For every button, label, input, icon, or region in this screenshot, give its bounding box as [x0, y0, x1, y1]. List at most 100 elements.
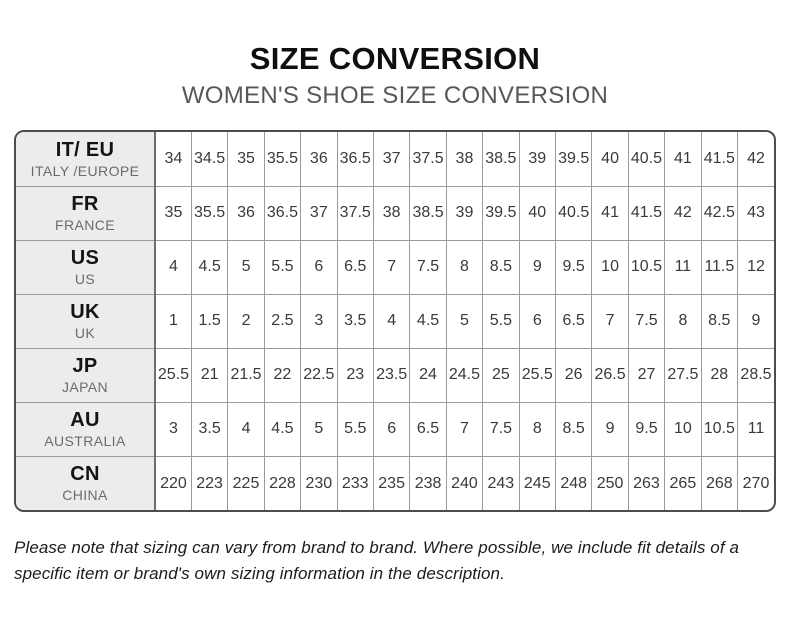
row-region-label: US [74, 271, 96, 288]
size-cell: 21.5 [227, 348, 265, 403]
size-cell: 36.5 [337, 132, 374, 187]
size-cell: 6.5 [409, 402, 447, 457]
size-cell: 10.5 [628, 240, 666, 295]
row-code-label: FR [71, 193, 99, 216]
size-cell: 8.5 [482, 240, 520, 295]
size-cell: 22 [264, 348, 302, 403]
page-title: SIZE CONVERSION [249, 41, 541, 76]
row-code-label: JP [72, 355, 98, 378]
size-cell: 42 [737, 132, 774, 187]
size-cell: 4.5 [191, 240, 229, 295]
row-code-label: UK [70, 301, 100, 324]
size-cell: 35 [155, 186, 192, 241]
row-region-label: AUSTRALIA [44, 433, 126, 450]
size-cell: 12 [737, 240, 774, 295]
size-cell: 35 [227, 132, 265, 187]
size-cell: 7 [591, 294, 629, 349]
row-region-label: FRANCE [55, 217, 115, 234]
size-cell: 24 [409, 348, 447, 403]
table-row: IT/ EU ITALY /EUROPE 34 34.5 35 35.5 36 36.5 37 3… [16, 132, 774, 187]
size-cell: 38.5 [482, 132, 520, 187]
size-conversion-table: IT/ EU ITALY /EUROPE 34 34.5 35 35.5 36 36.5 37 3… [16, 132, 774, 511]
size-cell: 34 [155, 132, 192, 187]
size-cell: 28 [701, 348, 739, 403]
size-cell: 39.5 [555, 132, 593, 187]
size-cell: 35.5 [264, 132, 302, 187]
size-cell: 3.5 [337, 294, 374, 349]
row-code-label: AU [70, 409, 100, 432]
size-cell: 41 [664, 132, 702, 187]
size-cell: 39 [519, 132, 556, 187]
size-cell: 268 [701, 456, 739, 511]
row-header-jp: JP JAPAN [16, 348, 156, 403]
page-header: SIZE CONVERSION WOMEN'S SHOE SIZE CONVER… [0, 0, 790, 109]
size-cell: 7.5 [482, 402, 520, 457]
table-row: UK UK 1 1.5 2 2.5 3 3.5 4 4.5 5 5.5 6 6.5 7 7.5 8 8.5 9 [16, 294, 774, 349]
size-cell: 27.5 [664, 348, 702, 403]
size-cell: 3 [300, 294, 338, 349]
size-cell: 243 [482, 456, 520, 511]
size-cell: 5 [446, 294, 484, 349]
size-cell: 37 [373, 132, 411, 187]
size-cell: 38 [446, 132, 484, 187]
table-row: US US 4 4.5 5 5.5 6 6.5 7 7.5 8 8.5 9 9.5 10 10.5 11 11.5… [16, 240, 774, 295]
size-cell: 9.5 [555, 240, 593, 295]
size-cell: 270 [742, 474, 770, 492]
size-cell: 42 [664, 186, 702, 241]
size-cell: 37 [300, 186, 338, 241]
size-cell: 3 [155, 402, 192, 457]
size-cell: 220 [155, 456, 192, 511]
size-cell: 40.5 [555, 186, 593, 241]
size-cell: 5 [227, 240, 265, 295]
size-cell: 5.5 [337, 402, 374, 457]
size-cell: 4.5 [409, 294, 447, 349]
size-cell: 8.5 [555, 402, 593, 457]
row-header-it-eu: IT/ EU ITALY /EUROPE [16, 132, 156, 187]
size-cell: 25 [482, 348, 520, 403]
size-cell: 250 [591, 456, 629, 511]
size-cell: 37.5 [337, 186, 374, 241]
size-cell: 8 [664, 294, 702, 349]
size-cell: 10 [664, 402, 702, 457]
size-cell: 24.5 [446, 348, 484, 403]
size-cell: 39.5 [482, 186, 520, 241]
size-cell: 8.5 [701, 294, 739, 349]
size-cell: 38 [373, 186, 411, 241]
size-cell: 245 [519, 456, 556, 511]
size-cell: 41.5 [628, 186, 666, 241]
size-cell: 40 [519, 186, 556, 241]
size-cell: 11 [737, 402, 774, 457]
row-header-us: US US [16, 240, 156, 295]
size-cell: 223 [191, 456, 229, 511]
size-cell: 2 [227, 294, 265, 349]
table-row: JP JAPAN 25.5 21 21.5 22 22.5 23 23.5 24 24.5 25 25.… [16, 348, 774, 403]
size-cell: 7 [373, 240, 411, 295]
size-cell: 2.5 [264, 294, 302, 349]
size-cell: 265 [664, 456, 702, 511]
size-cell: 40.5 [628, 132, 666, 187]
size-cell: 10 [591, 240, 629, 295]
size-cell: 25.5 [155, 348, 192, 403]
size-cell: 6.5 [337, 240, 374, 295]
size-cell: 21 [191, 348, 229, 403]
row-header-cn: CN CHINA [16, 456, 156, 511]
size-cell: 28.5 [737, 348, 774, 403]
size-cell: 263 [628, 456, 666, 511]
size-cell: 1 [155, 294, 192, 349]
size-cell: 11 [664, 240, 702, 295]
size-cell: 41 [591, 186, 629, 241]
sizing-disclaimer: Please note that sizing can vary from br… [14, 538, 740, 583]
size-cell: 34.5 [191, 132, 229, 187]
row-region-label: UK [74, 325, 96, 342]
size-cell: 26.5 [591, 348, 629, 403]
size-cell: 5.5 [482, 294, 520, 349]
row-region-label: ITALY /EUROPE [30, 162, 140, 179]
size-cell: 37.5 [409, 132, 447, 187]
size-cell: 10.5 [701, 402, 739, 457]
size-cell: 228 [264, 456, 302, 511]
size-cell: 5 [300, 402, 338, 457]
size-cell: 9 [737, 294, 774, 349]
size-cell: 4 [373, 294, 411, 349]
size-cell: 8 [446, 240, 484, 295]
